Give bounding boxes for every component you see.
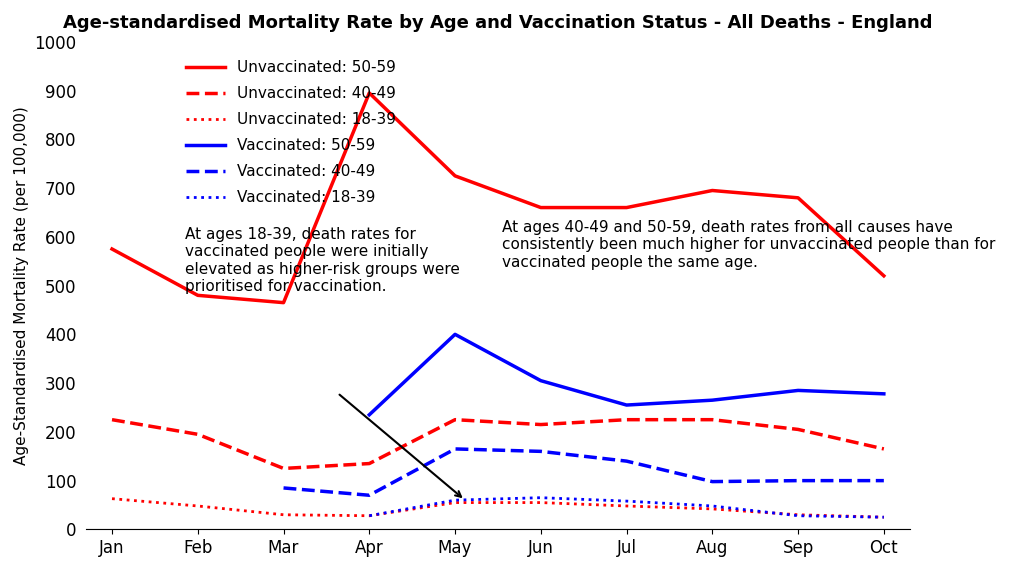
Unvaccinated: 40-49: (8, 205): 40-49: (8, 205) <box>792 426 804 433</box>
Unvaccinated: 50-59: (8, 680): 50-59: (8, 680) <box>792 194 804 201</box>
Unvaccinated: 40-49: (5, 215): 40-49: (5, 215) <box>535 421 547 428</box>
Unvaccinated: 40-49: (1, 195): 40-49: (1, 195) <box>191 431 204 438</box>
Unvaccinated: 18-39: (9, 25): 18-39: (9, 25) <box>878 514 890 521</box>
Legend: Unvaccinated: 50-59, Unvaccinated: 40-49, Unvaccinated: 18-39, Vaccinated: 50-59: Unvaccinated: 50-59, Unvaccinated: 40-49… <box>180 54 402 211</box>
Unvaccinated: 40-49: (4, 225): 40-49: (4, 225) <box>449 416 461 423</box>
Vaccinated: 50-59: (4, 400): 50-59: (4, 400) <box>449 331 461 338</box>
Unvaccinated: 50-59: (1, 480): 50-59: (1, 480) <box>191 292 204 299</box>
Title: Age-standardised Mortality Rate by Age and Vaccination Status - All Deaths - Eng: Age-standardised Mortality Rate by Age a… <box>63 14 933 32</box>
Unvaccinated: 40-49: (0, 225): 40-49: (0, 225) <box>105 416 118 423</box>
Y-axis label: Age-Standardised Mortality Rate (per 100,000): Age-Standardised Mortality Rate (per 100… <box>14 106 29 465</box>
Text: At ages 40-49 and 50-59, death rates from all causes have
consistently been much: At ages 40-49 and 50-59, death rates fro… <box>502 220 995 270</box>
Line: Unvaccinated: 40-49: Unvaccinated: 40-49 <box>112 420 884 468</box>
Vaccinated: 50-59: (9, 278): 50-59: (9, 278) <box>878 391 890 397</box>
Vaccinated: 40-49: (7, 98): 40-49: (7, 98) <box>707 478 719 485</box>
Line: Vaccinated: 40-49: Vaccinated: 40-49 <box>284 449 884 495</box>
Unvaccinated: 40-49: (2, 125): 40-49: (2, 125) <box>278 465 290 472</box>
Vaccinated: 40-49: (9, 100): 40-49: (9, 100) <box>878 477 890 484</box>
Vaccinated: 40-49: (2, 85): 40-49: (2, 85) <box>278 485 290 492</box>
Vaccinated: 50-59: (6, 255): 50-59: (6, 255) <box>621 401 633 408</box>
Vaccinated: 50-59: (8, 285): 50-59: (8, 285) <box>792 387 804 394</box>
Unvaccinated: 50-59: (5, 660): 50-59: (5, 660) <box>535 204 547 211</box>
Vaccinated: 18-39: (9, 25): 18-39: (9, 25) <box>878 514 890 521</box>
Vaccinated: 18-39: (7, 48): 18-39: (7, 48) <box>707 502 719 509</box>
Unvaccinated: 50-59: (9, 520): 50-59: (9, 520) <box>878 272 890 279</box>
Unvaccinated: 50-59: (6, 660): 50-59: (6, 660) <box>621 204 633 211</box>
Vaccinated: 50-59: (5, 305): 50-59: (5, 305) <box>535 377 547 384</box>
Vaccinated: 40-49: (3, 70): 40-49: (3, 70) <box>364 492 376 498</box>
Unvaccinated: 18-39: (0, 63): 18-39: (0, 63) <box>105 495 118 502</box>
Vaccinated: 18-39: (3, 28): 18-39: (3, 28) <box>364 512 376 519</box>
Vaccinated: 50-59: (3, 235): 50-59: (3, 235) <box>364 411 376 418</box>
Unvaccinated: 18-39: (6, 48): 18-39: (6, 48) <box>621 502 633 509</box>
Vaccinated: 18-39: (5, 65): 18-39: (5, 65) <box>535 494 547 501</box>
Unvaccinated: 40-49: (7, 225): 40-49: (7, 225) <box>707 416 719 423</box>
Line: Vaccinated: 50-59: Vaccinated: 50-59 <box>370 335 884 415</box>
Unvaccinated: 40-49: (9, 165): 40-49: (9, 165) <box>878 445 890 452</box>
Unvaccinated: 18-39: (1, 48): 18-39: (1, 48) <box>191 502 204 509</box>
Unvaccinated: 50-59: (2, 465): 50-59: (2, 465) <box>278 299 290 306</box>
Line: Unvaccinated: 18-39: Unvaccinated: 18-39 <box>112 498 884 517</box>
Vaccinated: 40-49: (6, 140): 40-49: (6, 140) <box>621 458 633 465</box>
Unvaccinated: 18-39: (8, 30): 18-39: (8, 30) <box>792 512 804 518</box>
Line: Vaccinated: 18-39: Vaccinated: 18-39 <box>370 498 884 517</box>
Vaccinated: 40-49: (8, 100): 40-49: (8, 100) <box>792 477 804 484</box>
Unvaccinated: 40-49: (6, 225): 40-49: (6, 225) <box>621 416 633 423</box>
Unvaccinated: 18-39: (4, 55): 18-39: (4, 55) <box>449 499 461 506</box>
Unvaccinated: 18-39: (5, 55): 18-39: (5, 55) <box>535 499 547 506</box>
Unvaccinated: 50-59: (7, 695): 50-59: (7, 695) <box>707 187 719 194</box>
Unvaccinated: 18-39: (7, 42): 18-39: (7, 42) <box>707 505 719 512</box>
Unvaccinated: 18-39: (2, 30): 18-39: (2, 30) <box>278 512 290 518</box>
Vaccinated: 18-39: (6, 58): 18-39: (6, 58) <box>621 498 633 505</box>
Vaccinated: 18-39: (4, 60): 18-39: (4, 60) <box>449 497 461 504</box>
Text: At ages 18-39, death rates for
vaccinated people were initially
elevated as high: At ages 18-39, death rates for vaccinate… <box>185 227 460 294</box>
Vaccinated: 40-49: (4, 165): 40-49: (4, 165) <box>449 445 461 452</box>
Unvaccinated: 18-39: (3, 28): 18-39: (3, 28) <box>364 512 376 519</box>
Vaccinated: 40-49: (5, 160): 40-49: (5, 160) <box>535 448 547 455</box>
Vaccinated: 18-39: (8, 28): 18-39: (8, 28) <box>792 512 804 519</box>
Unvaccinated: 50-59: (0, 575): 50-59: (0, 575) <box>105 246 118 252</box>
Unvaccinated: 50-59: (3, 895): 50-59: (3, 895) <box>364 90 376 96</box>
Vaccinated: 50-59: (7, 265): 50-59: (7, 265) <box>707 397 719 404</box>
Unvaccinated: 50-59: (4, 725): 50-59: (4, 725) <box>449 172 461 179</box>
Unvaccinated: 40-49: (3, 135): 40-49: (3, 135) <box>364 460 376 467</box>
Line: Unvaccinated: 50-59: Unvaccinated: 50-59 <box>112 93 884 303</box>
